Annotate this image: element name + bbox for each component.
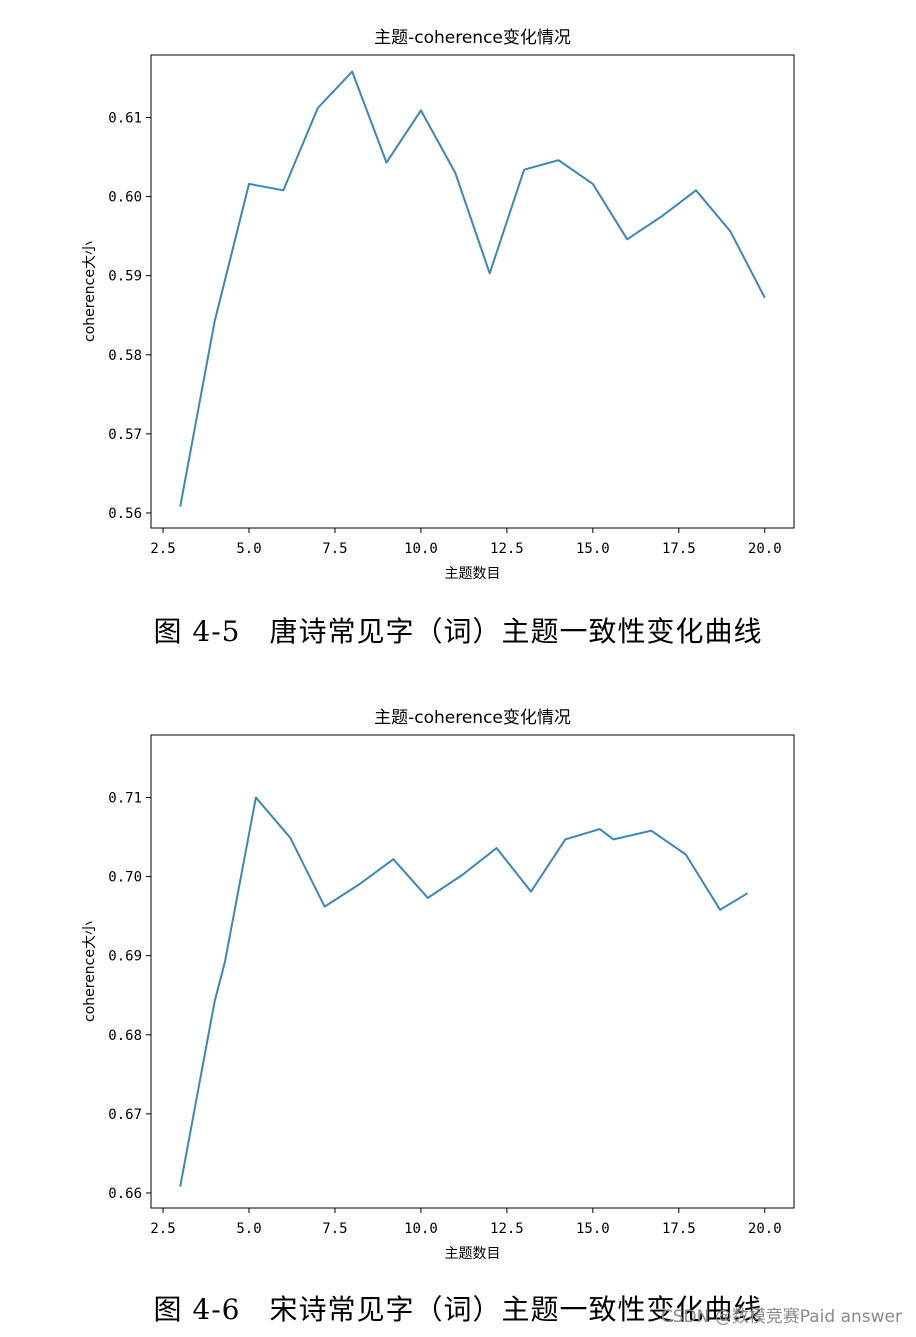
chart-1-x-tick-label: 20.0	[748, 541, 782, 557]
chart-1-plot-frame	[150, 54, 795, 529]
chart-1-y-tick-label: 0.59	[108, 269, 142, 285]
chart-2-x-tick-label: 7.5	[322, 1221, 347, 1237]
chart-1-x-axis-label: 主题数目	[445, 566, 501, 582]
chart-2-title: 主题-coherence变化情况	[374, 708, 571, 728]
chart-2-plot-frame	[150, 734, 795, 1209]
chart-2-series-line	[179, 796, 749, 1187]
chart-2-y-axis-label: coherence大小	[82, 921, 98, 1022]
chart-1-x-tick-label: 10.0	[404, 541, 438, 557]
chart-1-y-axis-label: coherence大小	[82, 241, 98, 342]
chart-1-y-tick-label: 0.60	[108, 190, 142, 206]
watermark: CSDN @数模竞赛Paid answer	[660, 1307, 902, 1327]
chart-2-y-tick-label: 0.70	[108, 870, 142, 886]
chart-1-y-tick-label: 0.56	[108, 506, 142, 522]
chart-2-x-tick-label: 12.5	[490, 1221, 524, 1237]
chart-2-y-tick-label: 0.66	[108, 1186, 142, 1202]
chart-2-x-tick-label: 2.5	[150, 1221, 175, 1237]
chart-1-x-tick-label: 17.5	[662, 541, 696, 557]
chart-2-svg: 主题-coherence变化情况 2.5 5.0 7.5 10.0 12.5 15.0 17.…	[82, 708, 795, 1262]
chart-2-x-tick-label: 5.0	[236, 1221, 261, 1237]
chart-1-x-tick-label: 12.5	[490, 541, 524, 557]
chart-2-x-axis-label: 主题数目	[445, 1246, 501, 1262]
chart-2-x-tick-label: 20.0	[748, 1221, 782, 1237]
chart-1-series-line	[179, 70, 766, 507]
chart-2-x-tick-label: 17.5	[662, 1221, 696, 1237]
chart-1-svg: 主题-coherence变化情况 2.5 5.0 7.5 10.0 12.5 15.0 17.…	[82, 28, 795, 582]
chart-1-x-tick-label: 2.5	[150, 541, 175, 557]
caption-chart-1: 图 4-5 唐诗常见字（词）主题一致性变化曲线	[153, 615, 763, 648]
chart-1-y-tick-label: 0.58	[108, 348, 142, 364]
chart-2-x-tick-label: 10.0	[404, 1221, 438, 1237]
chart-1-y-tick-label: 0.57	[108, 427, 142, 443]
chart-1-x-tick-label: 15.0	[576, 541, 610, 557]
caption-chart-2: 图 4-6 宋诗常见字（词）主题一致性变化曲线	[153, 1293, 763, 1326]
chart-2-x-tick-label: 15.0	[576, 1221, 610, 1237]
chart-1-x-tick-label: 5.0	[236, 541, 261, 557]
chart-2-y-tick-label: 0.67	[108, 1107, 142, 1123]
chart-2-y-tick-label: 0.71	[108, 790, 142, 806]
chart-1-y-tick-label: 0.61	[108, 110, 142, 126]
chart-1-title: 主题-coherence变化情况	[374, 28, 571, 48]
chart-2: 主题-coherence变化情况 2.5 5.0 7.5 10.0 12.5 15.0 17.…	[0, 680, 916, 1280]
chart-2-y-tick-label: 0.69	[108, 949, 142, 965]
chart-1: 主题-coherence变化情况 2.5 5.0 7.5 10.0 12.5 15.0 17.…	[0, 0, 916, 600]
chart-1-x-tick-label: 7.5	[322, 541, 347, 557]
chart-2-y-tick-label: 0.68	[108, 1028, 142, 1044]
